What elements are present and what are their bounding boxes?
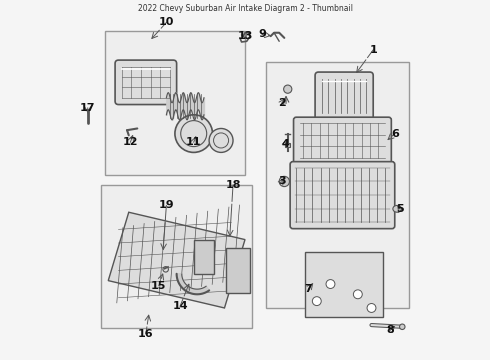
Text: 8: 8 <box>387 325 394 335</box>
Circle shape <box>209 129 233 152</box>
Text: 17: 17 <box>80 103 96 113</box>
FancyBboxPatch shape <box>266 62 409 308</box>
Text: 19: 19 <box>159 201 174 210</box>
Circle shape <box>353 290 362 299</box>
Circle shape <box>367 303 376 312</box>
Circle shape <box>312 297 321 306</box>
Circle shape <box>175 115 213 152</box>
FancyBboxPatch shape <box>315 72 373 120</box>
FancyBboxPatch shape <box>305 252 384 316</box>
FancyBboxPatch shape <box>290 162 395 229</box>
Text: 16: 16 <box>138 329 154 339</box>
Text: 13: 13 <box>237 31 253 41</box>
Polygon shape <box>176 274 209 294</box>
Text: 5: 5 <box>396 204 403 214</box>
Text: 1: 1 <box>369 45 377 55</box>
Circle shape <box>279 176 290 186</box>
Title: 2022 Chevy Suburban Air Intake Diagram 2 - Thumbnail: 2022 Chevy Suburban Air Intake Diagram 2… <box>138 4 352 13</box>
FancyBboxPatch shape <box>115 60 176 104</box>
Ellipse shape <box>393 206 401 212</box>
Circle shape <box>399 324 405 329</box>
Circle shape <box>284 85 292 93</box>
FancyBboxPatch shape <box>285 143 290 147</box>
Text: 12: 12 <box>122 137 138 147</box>
Text: 3: 3 <box>278 176 286 186</box>
FancyBboxPatch shape <box>294 117 392 164</box>
Text: 2: 2 <box>278 98 286 108</box>
Text: 6: 6 <box>391 129 399 139</box>
FancyBboxPatch shape <box>226 248 250 293</box>
Text: 10: 10 <box>159 18 174 27</box>
Text: 11: 11 <box>186 137 201 147</box>
FancyBboxPatch shape <box>101 185 252 328</box>
Text: 7: 7 <box>304 284 312 294</box>
Text: 18: 18 <box>225 180 241 190</box>
Polygon shape <box>108 212 245 308</box>
Circle shape <box>326 280 335 288</box>
FancyBboxPatch shape <box>105 31 245 175</box>
Text: 15: 15 <box>151 281 167 291</box>
Text: 9: 9 <box>258 30 266 40</box>
Text: 14: 14 <box>172 301 188 311</box>
FancyBboxPatch shape <box>194 240 214 274</box>
Text: 4: 4 <box>281 139 289 149</box>
